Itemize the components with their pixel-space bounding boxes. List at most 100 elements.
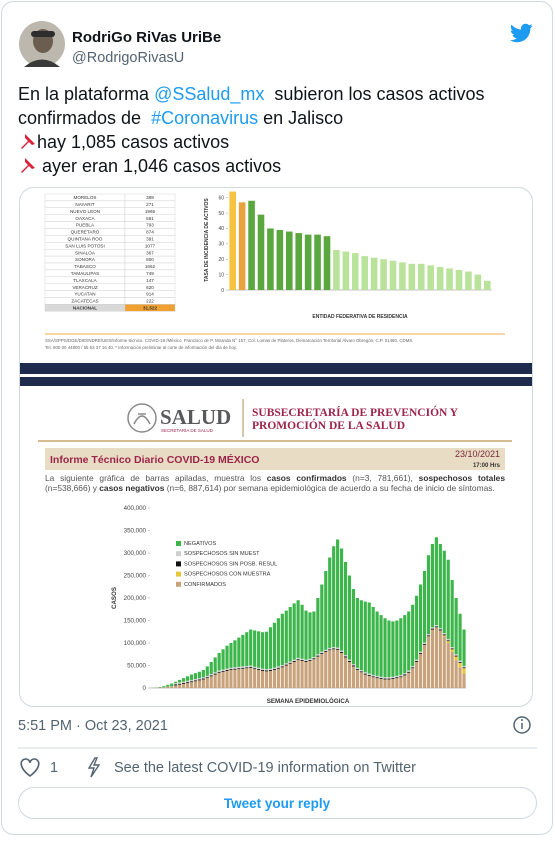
stacked-bar: [383, 618, 387, 678]
like-count[interactable]: 1: [50, 760, 58, 776]
paragraph-segment: sospechosos totales: [418, 473, 505, 483]
stacked-bar: [446, 643, 450, 688]
stacked-bar: [233, 668, 237, 670]
pin-icon: [21, 134, 35, 149]
stacked-bar: [201, 679, 205, 688]
reply-button[interactable]: [18, 787, 537, 819]
y-tick-label: 0: [143, 685, 147, 692]
tweet-link[interactable]: #Coronavirus: [151, 108, 259, 128]
stacked-bar: [268, 670, 273, 671]
y-tick-label: 40: [218, 226, 224, 232]
table-text: 581: [146, 216, 154, 221]
media[interactable]: MORELOS 369 NAYARIT 271 NUEVO LEON 1965 OAXACA…: [19, 187, 533, 707]
stacked-bar: [209, 674, 213, 676]
stacked-bar: [450, 652, 454, 688]
stacked-bar: [213, 657, 217, 673]
covid-icon[interactable]: [87, 757, 101, 778]
stacked-bar: [260, 670, 265, 671]
stacked-bar: [205, 678, 209, 688]
stacked-bar: [418, 651, 423, 653]
table-text: SONORA: [75, 257, 96, 262]
stacked-bar: [324, 571, 328, 650]
stacked-bar: [351, 589, 356, 665]
subsecretaria: SUBSECRETARÍA DE PREVENCIÓN Y: [252, 405, 459, 419]
stacked-bar: [339, 652, 344, 653]
stacked-bar: [229, 643, 233, 668]
stacked-bar: [174, 684, 178, 686]
table-text: SINALOA: [75, 250, 96, 255]
covid-notice[interactable]: See the latest COVID-19 information on T…: [114, 760, 416, 776]
stacked-bar: [312, 658, 316, 660]
stacked-bar: [454, 655, 458, 657]
y-tick-label: 60: [218, 195, 224, 201]
stacked-bar: [363, 673, 367, 675]
stacked-bar: [403, 673, 407, 675]
like-icon[interactable]: [20, 758, 40, 778]
stacked-bar: [249, 665, 253, 667]
stacked-bar: [418, 653, 423, 688]
stacked-bar: [359, 671, 363, 673]
bar: [257, 214, 265, 290]
stacked-bar: [450, 649, 454, 652]
stacked-bar: [272, 622, 277, 668]
table-text: 1662: [145, 264, 156, 269]
pin-text: hay 1,085 casos activos: [37, 132, 230, 152]
legend-swatch: [176, 571, 181, 577]
stacked-bar: [426, 636, 431, 688]
table-text: PUEBLA: [76, 223, 95, 228]
pin-line: hay 1,085 casos activos: [18, 130, 229, 154]
stacked-bar: [288, 663, 292, 688]
legend-label: SOSPECHOSOS SIN POSB. RESUL: [184, 561, 277, 567]
stacked-bar: [312, 656, 316, 659]
stacked-bar: [407, 611, 411, 671]
bar: [427, 265, 435, 290]
reply-label[interactable]: Tweet your reply: [224, 796, 331, 811]
avatar[interactable]: [19, 21, 65, 67]
stacked-bar: [462, 629, 466, 666]
table-text: NACIONAL: [73, 305, 97, 310]
stacked-bar: [375, 678, 379, 688]
stacked-bar: [450, 647, 454, 649]
table-text: 749: [146, 271, 154, 276]
user-handle[interactable]: @RodrigoRivasU: [72, 50, 184, 66]
tweet-link[interactable]: @SSalud_mx: [154, 84, 265, 104]
stacked-bar: [213, 672, 217, 674]
bar: [399, 262, 406, 290]
stacked-bar: [415, 661, 419, 662]
stacked-bar: [178, 684, 182, 688]
table-text: MORELOS: [74, 195, 97, 200]
stacked-bar: [162, 687, 166, 688]
stacked-bar: [403, 615, 407, 674]
stacked-bar: [462, 673, 466, 688]
stacked-bar: [312, 611, 316, 657]
stacked-bar: [462, 667, 466, 669]
stacked-bar: [399, 677, 403, 688]
stacked-bar: [371, 676, 375, 678]
stacked-bar: [355, 670, 359, 688]
y-tick-label: 50,000: [127, 663, 146, 670]
y-tick-label: 20: [218, 257, 224, 263]
stacked-bar: [201, 678, 205, 680]
table-text: VERACRUZ: [72, 285, 97, 290]
stacked-bar: [347, 661, 352, 688]
tweet-segment: subieron los casos activos confirmados d…: [18, 84, 490, 128]
stacked-bar: [245, 665, 249, 668]
info-icon[interactable]: [513, 716, 531, 734]
table-text: 271: [146, 202, 154, 207]
stacked-bar: [241, 667, 245, 669]
stacked-bar: [379, 615, 383, 677]
logo-emblem: [127, 403, 157, 433]
stacked-bar: [304, 661, 308, 688]
stacked-bar: [292, 661, 296, 688]
stacked-bar: [328, 647, 332, 650]
stacked-bar: [233, 669, 237, 688]
user-name[interactable]: RodriGo RiVas UriBe: [72, 29, 221, 46]
report-date: 23/10/2021: [455, 449, 500, 459]
stacked-bar: [185, 683, 190, 688]
stacked-bar: [343, 656, 348, 658]
stacked-bar: [193, 681, 198, 688]
twitter-logo[interactable]: [509, 23, 533, 43]
timestamp[interactable]: 5:51 PM · Oct 23, 2021: [18, 718, 168, 734]
